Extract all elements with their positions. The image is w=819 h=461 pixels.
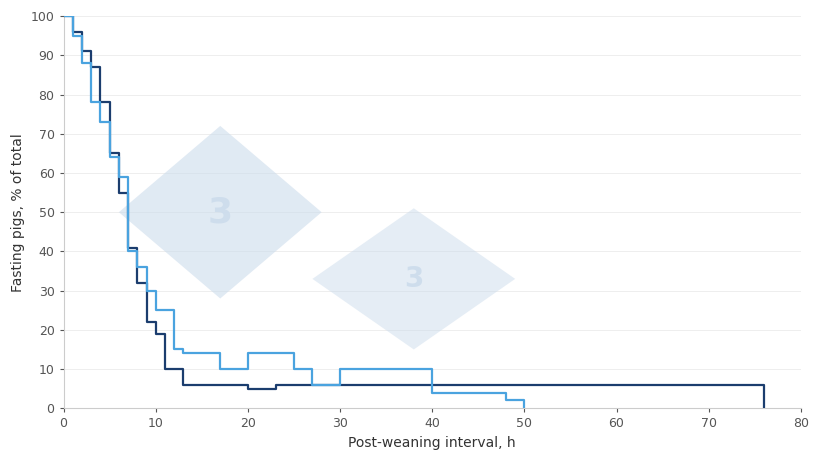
Polygon shape [312, 208, 514, 349]
X-axis label: Post-weaning interval, h: Post-weaning interval, h [348, 436, 515, 450]
Polygon shape [119, 126, 321, 298]
Y-axis label: Fasting pigs, % of total: Fasting pigs, % of total [11, 133, 25, 292]
Text: 3: 3 [207, 195, 233, 229]
Text: 3: 3 [404, 265, 423, 293]
